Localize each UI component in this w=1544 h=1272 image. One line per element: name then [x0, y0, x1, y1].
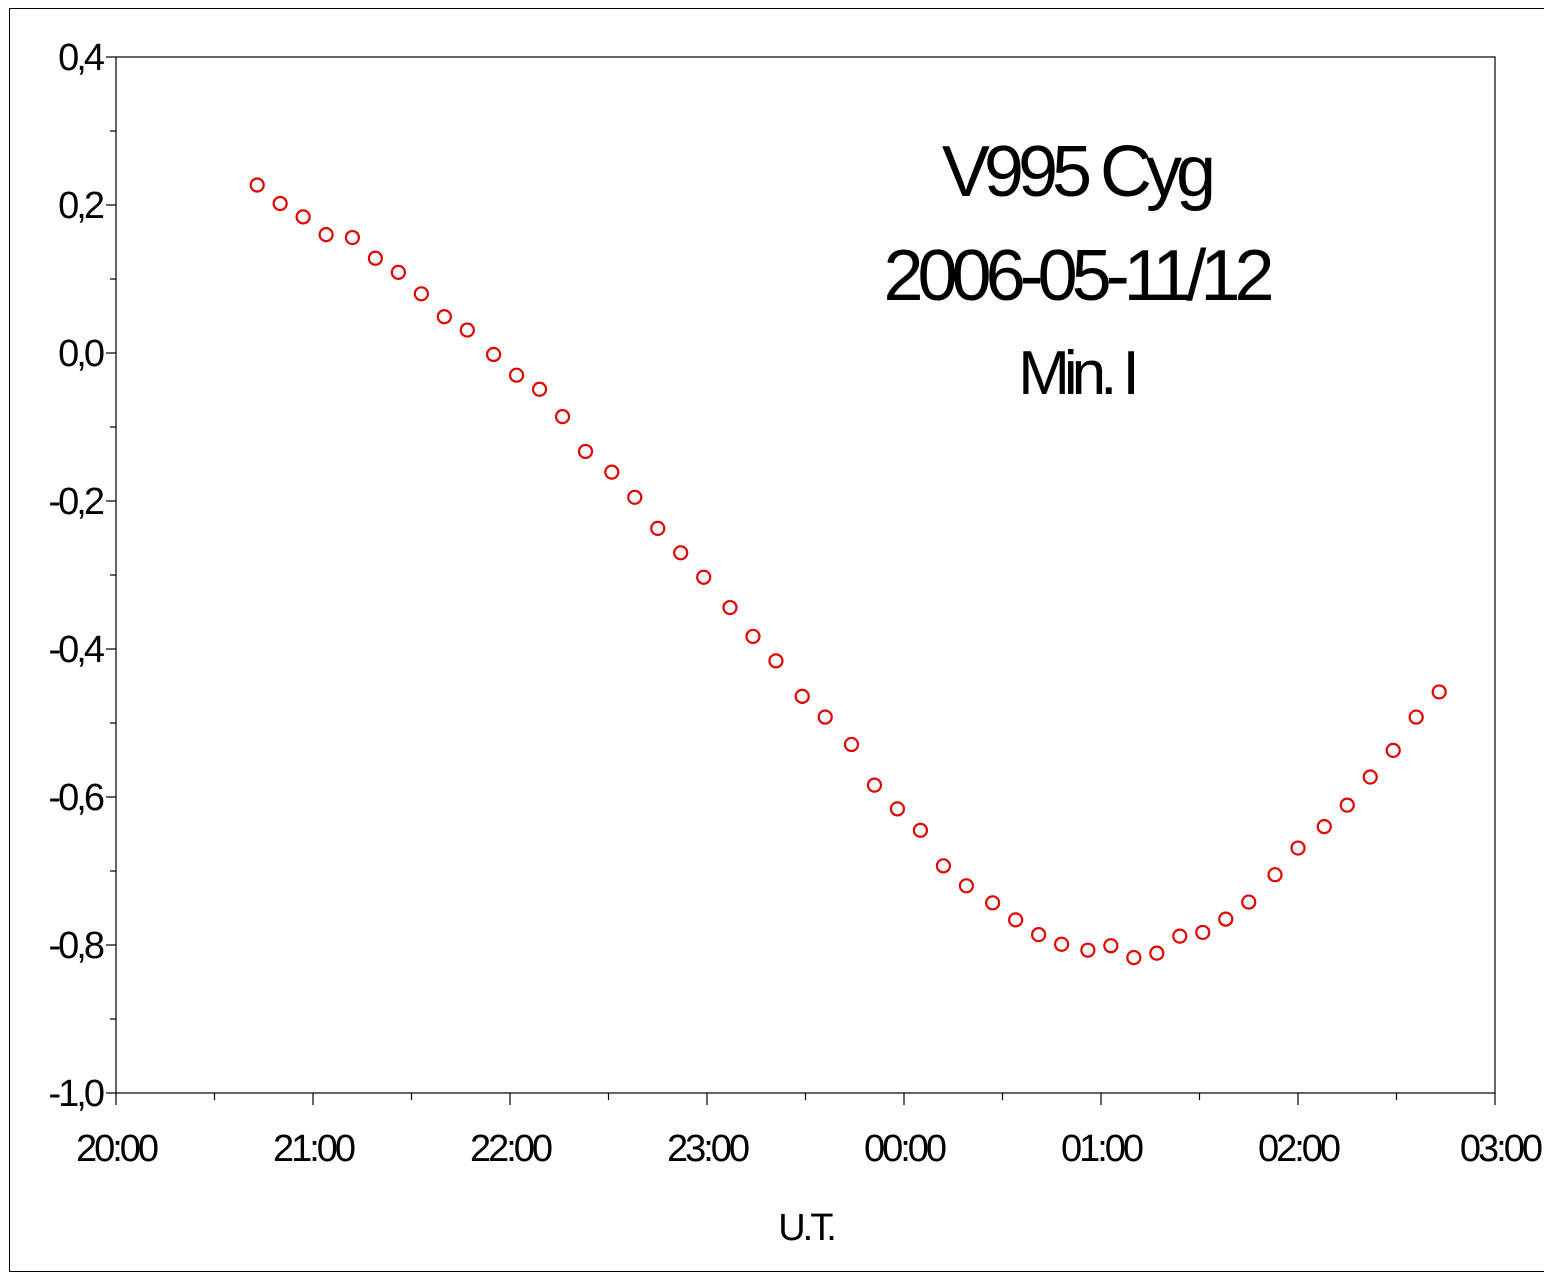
data-point — [1053, 936, 1070, 952]
data-point — [935, 858, 952, 874]
data-point — [889, 801, 906, 817]
data-point — [627, 489, 643, 505]
data-point — [1267, 867, 1283, 883]
data-point — [794, 688, 810, 704]
data-point — [673, 545, 689, 561]
data-point — [745, 628, 761, 645]
data-point — [318, 227, 334, 243]
x-tick-label: 21:00 — [273, 1128, 355, 1170]
y-tick-label: -0,8 — [49, 925, 104, 967]
data-point — [577, 443, 594, 460]
data-point — [650, 520, 666, 536]
plot-area-frame — [115, 56, 1496, 1094]
data-point — [344, 229, 360, 246]
data-point — [1149, 945, 1165, 961]
data-point — [1126, 949, 1142, 966]
data-point — [696, 569, 712, 585]
x-axis-title: U.T. — [778, 1207, 834, 1249]
data-point — [485, 346, 502, 363]
x-tick-label: 03:00 — [1460, 1128, 1542, 1170]
data-point — [1431, 684, 1447, 700]
x-tick-label: 02:00 — [1258, 1128, 1340, 1170]
chart-title-date: 2006-05-11/12 — [883, 236, 1271, 316]
y-tick-label: 0,0 — [58, 333, 104, 375]
data-point — [554, 409, 571, 425]
data-point — [1080, 942, 1096, 958]
data-point — [843, 736, 860, 753]
data-point — [1031, 927, 1047, 943]
data-point — [1241, 894, 1257, 910]
data-point — [1339, 797, 1355, 813]
data-point — [1172, 928, 1188, 944]
data-point — [436, 309, 452, 325]
data-point — [295, 209, 311, 225]
data-point — [604, 464, 620, 480]
x-axis-ticks: 20:00 21:00 22:00 23:00 00:00 01:00 02:00 03:00 — [76, 1093, 1544, 1170]
data-point — [768, 653, 784, 669]
x-tick-label: 01:00 — [1061, 1128, 1143, 1170]
data-point — [459, 322, 475, 338]
data-point — [1290, 840, 1306, 856]
data-point — [817, 709, 833, 725]
data-point — [367, 250, 383, 266]
y-tick-label: 0,2 — [58, 185, 104, 227]
data-point — [1408, 709, 1424, 725]
data-point — [508, 367, 525, 383]
data-point — [1385, 742, 1401, 758]
data-point — [1316, 818, 1332, 835]
x-tick-label: 22:00 — [470, 1128, 552, 1170]
data-point — [1103, 938, 1119, 954]
data-point — [1195, 924, 1211, 941]
data-point — [390, 264, 406, 280]
y-tick-label: 0,4 — [58, 37, 105, 79]
axes — [115, 56, 1496, 1094]
x-tick-label: 20:00 — [76, 1128, 158, 1170]
data-point — [1008, 912, 1024, 928]
data-point — [722, 599, 738, 616]
y-axis-ticks: 0,4 0,2 0,0 -0,2 -0,4 -0,6 -0,8 -1,0 — [49, 37, 116, 1115]
y-tick-label: -1,0 — [49, 1073, 104, 1115]
x-tick-label: 23:00 — [667, 1128, 749, 1170]
data-point — [272, 195, 288, 212]
data-point — [866, 777, 883, 793]
data-point — [958, 878, 974, 894]
data-point — [249, 177, 265, 193]
data-point — [1218, 911, 1234, 927]
chart-title-star: V995 Cyg — [942, 132, 1212, 212]
x-tick-label: 00:00 — [864, 1128, 946, 1170]
data-point — [985, 895, 1001, 911]
data-point — [531, 381, 548, 397]
data-point — [1362, 769, 1378, 785]
y-tick-label: -0,6 — [49, 777, 104, 819]
chart-title-minimum: Min. I — [1018, 339, 1134, 408]
data-point — [413, 286, 429, 302]
data-point — [912, 822, 929, 838]
data-points — [249, 177, 1447, 966]
y-tick-label: -0,2 — [49, 481, 104, 523]
y-tick-label: -0,4 — [49, 629, 105, 671]
